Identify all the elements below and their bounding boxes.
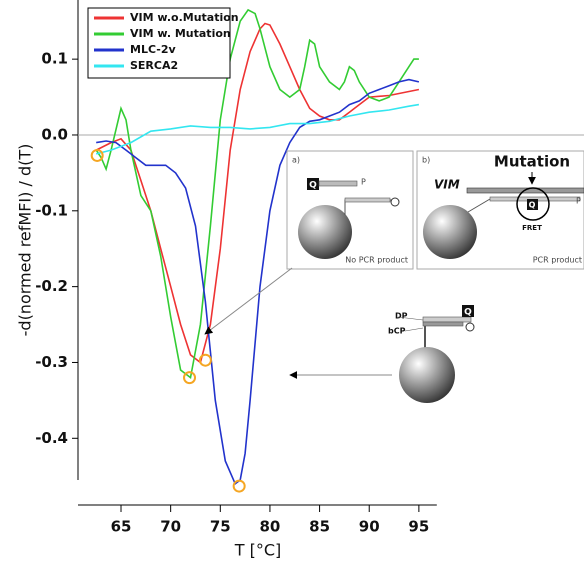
highlight-marker	[198, 353, 212, 367]
series-line	[96, 103, 420, 155]
x-tick-label: 85	[309, 518, 330, 536]
x-axis-label: T [°C]	[234, 541, 282, 560]
inset-b-q: Q	[529, 201, 536, 210]
probe-q: Q	[464, 308, 472, 318]
series-line	[96, 78, 420, 486]
x-tick-label: 70	[160, 518, 181, 536]
y-tick-label: -0.2	[35, 277, 68, 295]
y-axis-label: -d(normed refMFI) / d(T)	[16, 144, 35, 337]
inset-b-caption: PCR product	[533, 256, 582, 265]
y-tick-label: 0.1	[41, 50, 68, 68]
x-tick-label: 65	[111, 518, 132, 536]
inset-fret: FRET	[522, 224, 542, 232]
x-tick-label: 80	[260, 518, 281, 536]
legend-label: VIM w. Mutation	[130, 27, 231, 40]
y-tick-label: -0.4	[35, 429, 68, 447]
inset-a: a) No PCR product Q P	[286, 150, 414, 270]
arrow	[204, 267, 293, 335]
y-tick-label: -0.3	[35, 353, 68, 371]
inset-mutation: Mutation	[494, 153, 570, 171]
legend-label: VIM w.o.Mutation	[130, 11, 239, 24]
legend-label: MLC-2v	[130, 43, 177, 56]
probe-diagram: Q DP bCP	[388, 305, 475, 403]
y-tick-label: 0.0	[41, 125, 68, 143]
probe-dp: DP	[395, 312, 408, 321]
inset-a-q: Q	[309, 181, 317, 191]
inset-a-label: a)	[292, 156, 300, 165]
inset-gene: VIM	[434, 178, 460, 192]
x-tick-label: 75	[210, 518, 231, 536]
y-tick-label: -0.1	[35, 201, 68, 219]
inset-a-p: P	[361, 178, 366, 187]
highlight-marker	[232, 479, 246, 493]
highlight-marker	[183, 371, 197, 385]
inset-b-p: P	[576, 197, 581, 206]
inset-a-caption: No PCR product	[345, 256, 408, 265]
legend: VIM w.o.Mutation VIM w. Mutation MLC-2v SER…	[87, 7, 239, 79]
inset-b: b) Mutation VIM Q P FRET PCR product	[416, 150, 584, 270]
series-line	[95, 8, 419, 380]
x-tick-label: 95	[408, 518, 429, 536]
legend-label: SERCA2	[130, 59, 178, 72]
inset-b-label: b)	[422, 156, 430, 165]
highlight-marker	[90, 148, 104, 162]
x-tick-label: 90	[359, 518, 380, 536]
probe-bcp: bCP	[388, 327, 406, 336]
plot-area: 0.1 0.0 -0.1 -0.2 -0.3 -0.4 65 70 75 80 85 90 95	[35, 0, 584, 536]
